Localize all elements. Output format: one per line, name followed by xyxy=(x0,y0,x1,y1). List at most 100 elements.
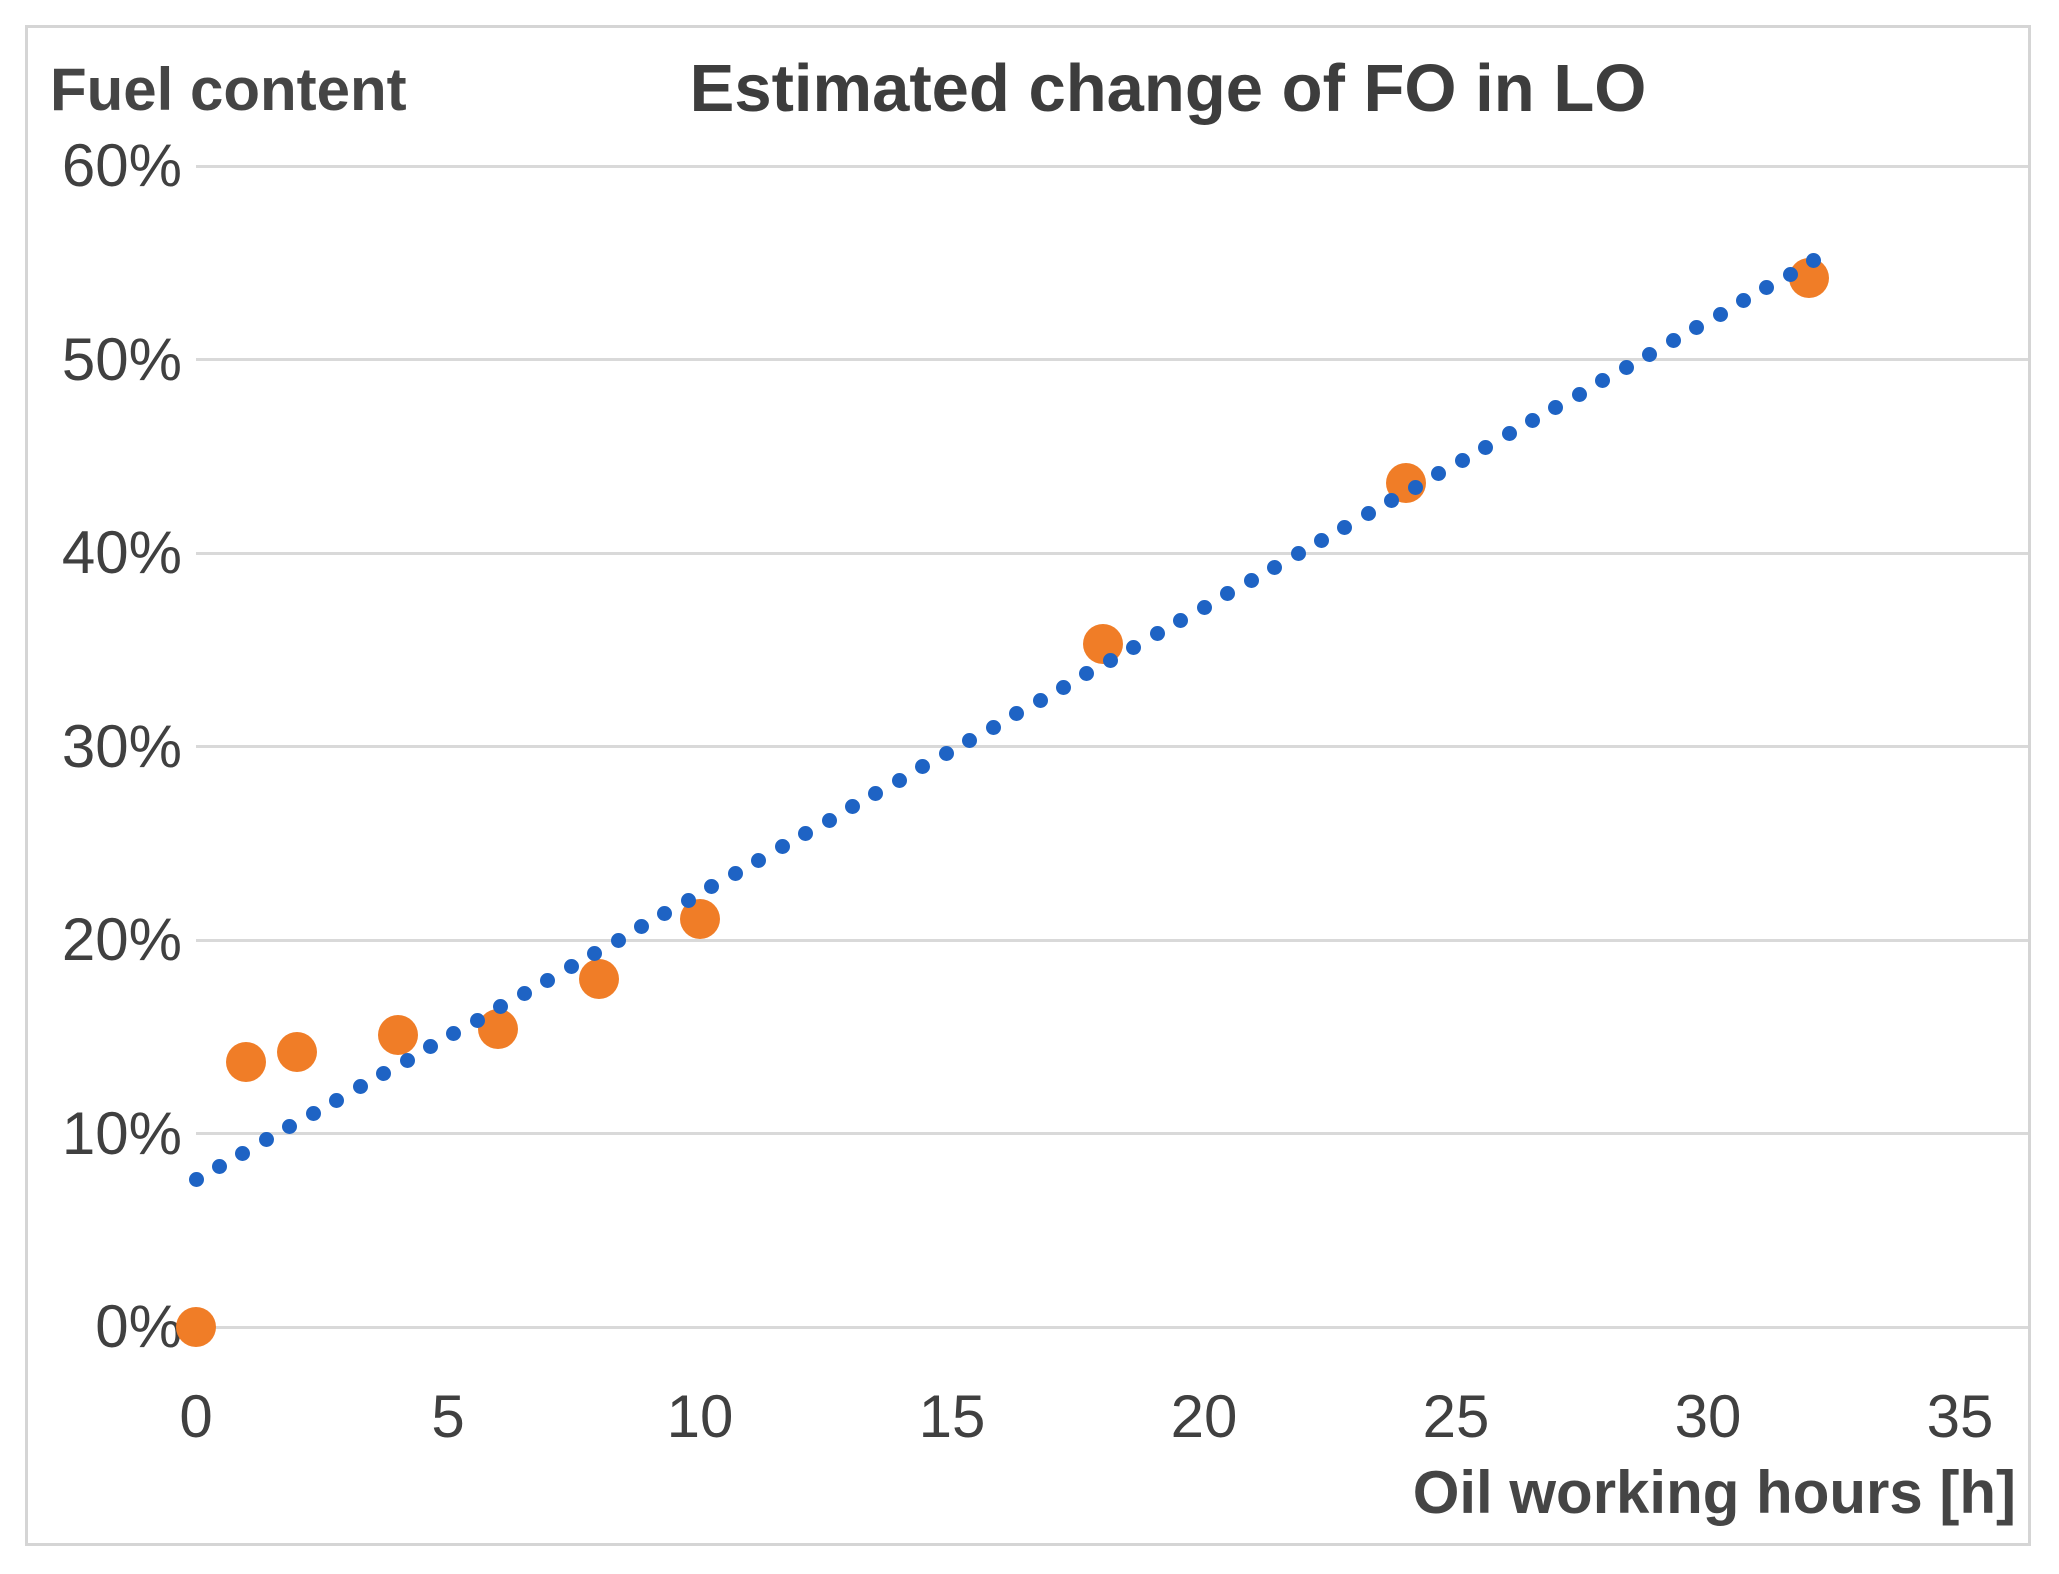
trendline-dot xyxy=(1501,426,1517,442)
trendline-dot xyxy=(376,1065,392,1081)
trendline-dot xyxy=(235,1145,251,1161)
trendline-dot xyxy=(1009,706,1025,722)
x-tick-label: 30 xyxy=(1674,1383,1742,1450)
trendline-dot xyxy=(399,1052,415,1068)
trendline-dot xyxy=(1665,333,1681,349)
trendline-dot xyxy=(1267,559,1283,575)
trendline-dot xyxy=(1595,373,1611,389)
chart-title: Estimated change of FO in LO xyxy=(689,51,1647,126)
x-tick-label: 35 xyxy=(1926,1383,1994,1450)
trendline-dot xyxy=(1618,359,1634,375)
trendline-dot xyxy=(821,812,837,828)
y-tick-label: 0% xyxy=(95,1293,182,1360)
trendline-dot xyxy=(329,1092,345,1108)
trendline-dot xyxy=(1337,519,1353,535)
trendline-dot xyxy=(1782,266,1798,282)
trendline-dot xyxy=(680,892,696,908)
gridline-60% xyxy=(196,164,2028,168)
trendline-dot xyxy=(1524,413,1540,429)
trendline-dot xyxy=(774,839,790,855)
gridline-0% xyxy=(196,1325,2028,1329)
trendline-dot xyxy=(1173,612,1189,628)
data-point xyxy=(478,1009,519,1049)
trendline-dot xyxy=(962,732,978,748)
y-tick-label: 30% xyxy=(61,712,182,780)
trendline-dot xyxy=(1290,546,1306,562)
trendline-dot xyxy=(188,1172,204,1188)
trendline-dot xyxy=(1032,692,1048,708)
data-point xyxy=(276,1032,317,1073)
trendline-dot xyxy=(352,1079,368,1095)
trendline-dot xyxy=(1196,599,1212,615)
trendline-dot xyxy=(1571,386,1587,402)
x-tick-label: 10 xyxy=(666,1383,734,1450)
trendline-dot xyxy=(985,719,1001,735)
data-point xyxy=(579,958,620,999)
trendline-dot xyxy=(1056,679,1072,695)
trendline-dot xyxy=(1548,399,1564,415)
trendline-dot xyxy=(258,1132,274,1148)
x-tick-label: 20 xyxy=(1170,1383,1238,1450)
trendline-dot xyxy=(587,945,603,961)
trendline-dot xyxy=(422,1039,438,1055)
trendline-dot xyxy=(704,879,720,895)
x-tick-label: 5 xyxy=(431,1383,465,1450)
data-point xyxy=(377,1014,418,1055)
trendline-dot xyxy=(282,1119,298,1135)
trendline-dot xyxy=(305,1105,321,1121)
trendline-dot xyxy=(1407,479,1423,495)
trendline-dot xyxy=(1102,652,1118,668)
y-tick-label: 40% xyxy=(61,519,182,586)
trendline-dot xyxy=(610,932,626,948)
gridline-20% xyxy=(196,938,2028,942)
trendline-dot xyxy=(633,919,649,935)
trendline-dot xyxy=(751,852,767,868)
trendline-dot xyxy=(1806,253,1822,269)
trendline-dot xyxy=(1689,319,1705,335)
trendline-dot xyxy=(1735,293,1751,309)
trendline-dot xyxy=(1313,533,1329,549)
data-point xyxy=(226,1041,267,1082)
trendline-dot xyxy=(446,1025,462,1041)
trendline-dot xyxy=(891,772,907,788)
trendline-dot xyxy=(1712,306,1728,322)
y-axis-title: Fuel content xyxy=(50,56,407,123)
trendline-dot xyxy=(211,1159,227,1175)
x-tick-label: 15 xyxy=(918,1383,986,1450)
trendline-dot xyxy=(1384,493,1400,509)
trendline-dot xyxy=(1149,626,1165,642)
trendline-dot xyxy=(798,826,814,842)
chart-frame xyxy=(25,25,2031,1546)
gridline-10% xyxy=(196,1132,2028,1135)
x-axis-title: Oil working hours [h] xyxy=(1412,1459,2016,1526)
trendline-dot xyxy=(1243,573,1259,588)
trendline-dot xyxy=(563,959,579,975)
trendline-dot xyxy=(1431,466,1447,482)
trendline-dot xyxy=(915,759,931,775)
trendline-dot xyxy=(938,746,954,762)
x-tick-label: 25 xyxy=(1422,1383,1490,1450)
trendline-dot xyxy=(727,866,743,882)
trendline-dot xyxy=(868,786,884,802)
trendline-dot xyxy=(1079,666,1095,682)
y-tick-label: 20% xyxy=(61,906,182,973)
y-tick-label: 50% xyxy=(61,325,182,393)
trendline-dot xyxy=(1759,279,1775,295)
trendline-dot xyxy=(469,1012,485,1028)
trendline-dot xyxy=(493,999,509,1015)
x-tick-label: 0 xyxy=(179,1383,213,1450)
trendline-dot xyxy=(1360,506,1376,522)
gridline-50% xyxy=(196,358,2028,361)
trendline-dot xyxy=(1220,586,1236,602)
trendline-dot xyxy=(540,972,556,988)
trendline-dot xyxy=(657,906,673,922)
trendline-dot xyxy=(1478,439,1494,455)
gridline-40% xyxy=(196,551,2028,555)
trendline-dot xyxy=(845,799,860,815)
trendline-dot xyxy=(1126,639,1142,655)
